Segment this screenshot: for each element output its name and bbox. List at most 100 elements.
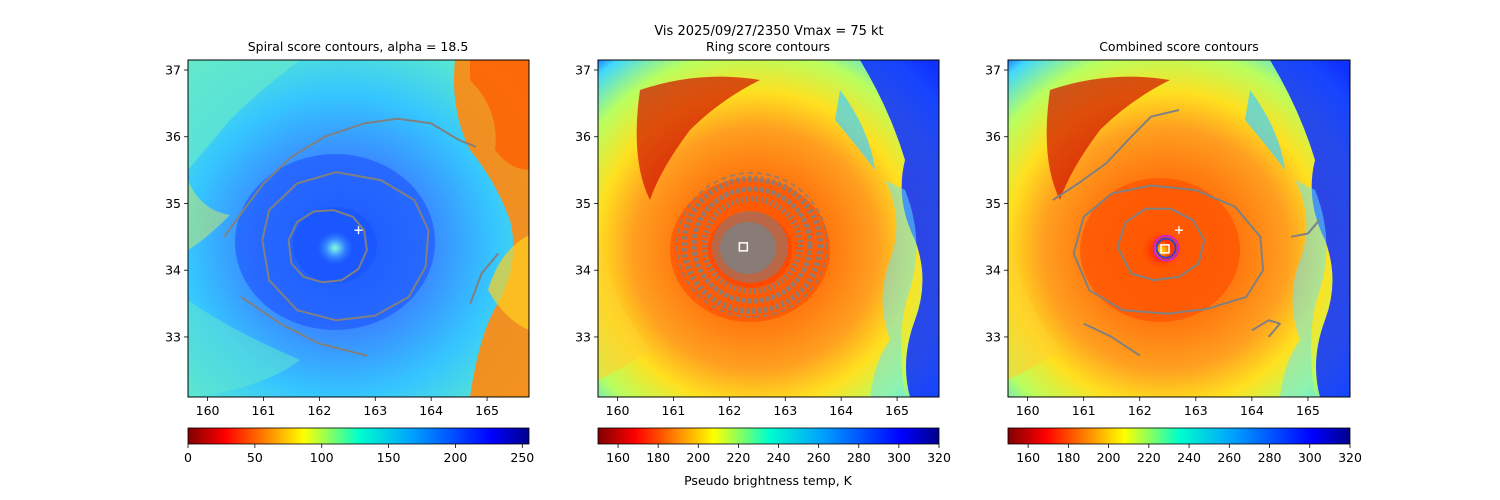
square-marker — [738, 242, 749, 252]
colorbar-tick-label: 240 — [1177, 450, 1201, 465]
x-tick-label: 161 — [252, 403, 276, 418]
colorbar-tick-label: 220 — [1137, 450, 1161, 465]
colorbar-ring-ticks: 160 180 200 220 240 260 280 300 320 — [606, 444, 951, 465]
y-tick-label: 33 — [985, 329, 1001, 344]
y-tick-label: 35 — [575, 196, 591, 211]
colorbar-tick-label: 150 — [377, 450, 401, 465]
x-tick-label: 165 — [1296, 403, 1320, 418]
contour-line — [1251, 319, 1281, 338]
colorbar-tick-label: 260 — [1217, 450, 1241, 465]
colorbar-combined: 160 180 200 220 240 260 280 300 320 — [1007, 427, 1362, 465]
x-tick-label: 163 — [773, 403, 797, 418]
colorbar-tick-label: 200 — [1097, 450, 1121, 465]
y-tick-label: 35 — [165, 196, 181, 211]
contour-line — [1083, 322, 1141, 357]
panel-spiral-markers — [354, 226, 363, 235]
contour-line — [469, 252, 500, 304]
x-tick-label: 161 — [662, 403, 686, 418]
colorbar-tick-label: 50 — [247, 450, 263, 465]
colorbar-combined-ticks: 160 180 200 220 240 260 280 300 320 — [1016, 444, 1362, 465]
colorbar-ring: 160 180 200 220 240 260 280 300 320 Pseudo brigh… — [597, 427, 951, 488]
colorbar-tick-label: 280 — [847, 450, 871, 465]
y-tick-label: 36 — [165, 129, 181, 144]
contour-line — [1052, 109, 1180, 201]
x-tick-label: 160 — [606, 403, 630, 418]
panel-combined-title: Combined score contours — [1099, 39, 1259, 54]
colorbar-tick-label: 320 — [1338, 450, 1362, 465]
panel-spiral-frame — [187, 59, 530, 398]
panel-spiral: Spiral score contours, alpha = 18.5 160 1… — [165, 39, 530, 418]
colorbar-spiral-ticks: 0 50 100 150 200 250 — [184, 444, 534, 465]
y-tick-label: 34 — [575, 263, 591, 278]
colorbar-tick-label: 100 — [310, 450, 334, 465]
colorbar-tick-label: 300 — [887, 450, 911, 465]
x-tick-label: 164 — [1240, 403, 1264, 418]
x-tick-label: 162 — [307, 403, 331, 418]
contour-line — [1072, 184, 1265, 315]
contour-line — [1116, 207, 1206, 282]
x-tick-label: 160 — [196, 403, 220, 418]
contour-line — [223, 117, 477, 238]
panel-ring-axes: 160 161 162 163 164 165 33 34 35 36 37 — [575, 63, 909, 418]
y-tick-label: 33 — [575, 329, 591, 344]
contour-line — [261, 171, 430, 322]
panel-combined: Combined score contours 160 161 162 163 164 1… — [985, 39, 1351, 418]
panel-combined-axes: 160 161 162 163 164 165 33 34 35 36 37 — [985, 63, 1320, 418]
colorbar-tick-label: 220 — [726, 450, 750, 465]
colorbar-tick-label: 280 — [1258, 450, 1282, 465]
ring-marker — [1152, 234, 1180, 262]
contour-line — [1290, 219, 1320, 238]
colorbar-ring-label: Pseudo brightness temp, K — [684, 473, 853, 488]
panel-ring: Ring score contours 160 161 162 163 164 165 33… — [575, 39, 940, 418]
x-tick-label: 164 — [419, 403, 443, 418]
y-tick-label: 33 — [165, 329, 181, 344]
y-tick-label: 37 — [165, 63, 181, 78]
x-tick-label: 162 — [717, 403, 741, 418]
y-tick-label: 36 — [985, 129, 1001, 144]
x-tick-label: 163 — [1184, 403, 1208, 418]
panel-combined-frame — [1007, 59, 1351, 398]
y-tick-label: 37 — [575, 63, 591, 78]
x-tick-label: 161 — [1072, 403, 1096, 418]
y-tick-label: 34 — [165, 263, 181, 278]
y-tick-label: 37 — [985, 63, 1001, 78]
colorbar-tick-label: 200 — [444, 450, 468, 465]
panel-spiral-image — [188, 60, 529, 397]
colorbar-tick-label: 180 — [1056, 450, 1080, 465]
colorbar-tick-label: 300 — [1298, 450, 1322, 465]
panel-spiral-contours — [223, 117, 500, 357]
colorbar-tick-label: 180 — [646, 450, 670, 465]
x-tick-label: 160 — [1016, 403, 1040, 418]
square-marker — [1160, 244, 1170, 254]
panel-combined-markers — [1152, 226, 1183, 262]
colorbar-tick-label: 260 — [807, 450, 831, 465]
y-tick-label: 34 — [985, 263, 1001, 278]
panel-ring-title: Ring score contours — [706, 39, 830, 54]
contour-line — [240, 296, 368, 357]
colorbar-spiral: 0 50 100 150 200 250 — [184, 427, 534, 465]
colorbar-tick-label: 200 — [686, 450, 710, 465]
x-tick-label: 162 — [1128, 403, 1152, 418]
x-tick-label: 165 — [885, 403, 909, 418]
y-tick-label: 35 — [985, 196, 1001, 211]
colorbar-tick-label: 160 — [1016, 450, 1040, 465]
x-tick-label: 163 — [363, 403, 387, 418]
panel-ring-frame — [597, 59, 940, 398]
panel-combined-contours — [1052, 109, 1320, 357]
panel-spiral-title: Spiral score contours, alpha = 18.5 — [248, 39, 469, 54]
colorbar-tick-label: 240 — [767, 450, 791, 465]
figure-suptitle: Vis 2025/09/27/2350 Vmax = 75 kt — [654, 24, 883, 39]
center-plus-marker — [1175, 226, 1183, 235]
panel-spiral-axes: 160 161 162 163 164 165 33 34 35 36 37 — [165, 63, 499, 418]
colorbar-tick-label: 160 — [606, 450, 630, 465]
contour-line — [287, 209, 368, 284]
colorbar-tick-label: 0 — [184, 450, 192, 465]
center-plus-marker — [354, 226, 363, 235]
x-tick-label: 165 — [475, 403, 499, 418]
y-tick-label: 36 — [575, 129, 591, 144]
ring-marker — [1155, 237, 1177, 259]
colorbar-tick-label: 250 — [510, 450, 534, 465]
colorbar-tick-label: 320 — [927, 450, 951, 465]
x-tick-label: 164 — [829, 403, 853, 418]
